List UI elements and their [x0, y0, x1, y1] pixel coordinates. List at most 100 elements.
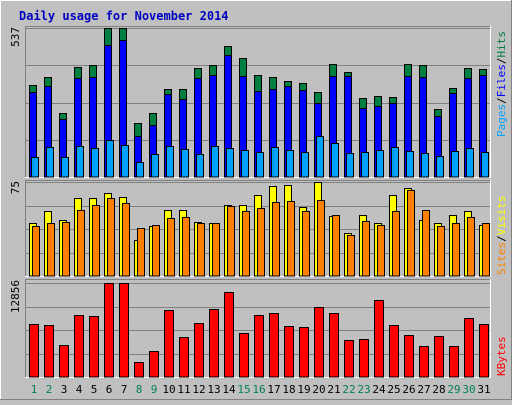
day-label-28: 28: [432, 383, 445, 396]
day-label-1: 1: [31, 383, 38, 396]
kbytes-bar-day-5: [89, 316, 99, 378]
kbytes-y-max-label: 12856: [9, 280, 22, 313]
sites-bar-day-9: [152, 225, 160, 277]
pages-bar-day-8: [136, 162, 144, 178]
pages-bar-day-30: [466, 148, 474, 178]
pages-bar-day-17: [271, 147, 279, 178]
day-label-22: 22: [342, 383, 355, 396]
sites-bar-day-22: [347, 235, 355, 277]
kbytes-bar-day-10: [164, 310, 174, 378]
sites-bar-day-20: [317, 200, 325, 277]
kbytes-bar-day-13: [209, 309, 219, 378]
pages-bar-day-18: [286, 150, 294, 178]
day-label-10: 10: [162, 383, 175, 396]
kbytes-panel: [25, 279, 491, 378]
sites-bar-day-21: [332, 215, 340, 277]
kbytes-bar-day-16: [254, 315, 264, 378]
legend-hits: Hits: [495, 31, 508, 58]
day-label-5: 5: [91, 383, 98, 396]
pages-bar-day-10: [166, 146, 174, 178]
kbytes-bar-day-21: [329, 313, 339, 378]
day-label-26: 26: [402, 383, 415, 396]
chart-legends: Pages/Files/Hits Sites/Visits KBytes: [495, 31, 508, 376]
pages-bar-day-3: [61, 157, 69, 178]
kbytes-bar-day-31: [479, 324, 489, 378]
legend-separator: /: [495, 235, 508, 242]
day-label-12: 12: [192, 383, 205, 396]
pages-bar-day-22: [346, 153, 354, 178]
sites-bar-day-24: [377, 225, 385, 277]
kbytes-bar-day-19: [299, 327, 309, 378]
kbytes-bar-day-27: [419, 346, 429, 378]
pages-bar-day-2: [46, 147, 54, 178]
day-label-23: 23: [357, 383, 370, 396]
pages-bar-day-9: [151, 154, 159, 178]
day-label-6: 6: [106, 383, 113, 396]
sites-bar-day-1: [32, 226, 40, 277]
kbytes-bar-day-2: [44, 325, 54, 378]
sites-bar-day-18: [287, 201, 295, 277]
day-label-7: 7: [121, 383, 128, 396]
sites-bar-day-17: [272, 202, 280, 277]
sites-bar-day-23: [362, 221, 370, 277]
pages-bar-day-27: [421, 153, 429, 178]
day-label-15: 15: [237, 383, 250, 396]
pages-bar-day-23: [361, 152, 369, 178]
day-label-18: 18: [282, 383, 295, 396]
kbytes-bar-day-24: [374, 300, 384, 378]
visits-legend: Sites/Visits: [495, 196, 508, 276]
sites-bar-day-10: [167, 218, 175, 277]
day-label-20: 20: [312, 383, 325, 396]
day-label-25: 25: [387, 383, 400, 396]
kbytes-bar-day-6: [104, 283, 114, 378]
legend-separator: /: [495, 97, 508, 104]
day-label-19: 19: [297, 383, 310, 396]
legend-sites: Sites: [495, 242, 508, 275]
pages-bar-day-6: [106, 140, 114, 178]
day-label-11: 11: [177, 383, 190, 396]
sites-bar-day-30: [467, 217, 475, 277]
sites-bar-day-26: [407, 190, 415, 277]
sites-bar-day-19: [302, 211, 310, 277]
kbytes-bar-day-26: [404, 335, 414, 378]
kbytes-bar-day-11: [179, 337, 189, 378]
legend-files: Files: [495, 64, 508, 97]
day-label-30: 30: [462, 383, 475, 396]
pages-bar-day-12: [196, 154, 204, 178]
sites-bar-day-3: [62, 222, 70, 277]
sites-bar-day-8: [137, 228, 145, 277]
kbytes-bar-day-7: [119, 283, 129, 378]
hits-panel: [25, 26, 491, 178]
kbytes-legend: KBytes: [495, 336, 508, 376]
pages-bar-day-19: [301, 152, 309, 178]
sites-bar-day-27: [422, 210, 430, 277]
day-label-14: 14: [222, 383, 236, 396]
kbytes-bar-day-30: [464, 318, 474, 378]
sites-bar-day-11: [182, 217, 190, 277]
kbytes-bar-day-14: [224, 292, 234, 378]
pages-bar-day-1: [31, 157, 39, 178]
sites-bar-day-28: [437, 226, 445, 277]
pages-bar-day-5: [91, 148, 99, 178]
kbytes-bar-day-1: [29, 324, 39, 378]
pages-bar-day-24: [376, 150, 384, 178]
pages-bar-day-4: [76, 146, 84, 178]
pages-bar-day-21: [331, 143, 339, 178]
sites-bar-day-7: [122, 203, 130, 277]
hits-legend: Pages/Files/Hits: [495, 31, 508, 137]
day-label-17: 17: [267, 383, 280, 396]
pages-bar-day-28: [436, 156, 444, 178]
day-label-27: 27: [417, 383, 430, 396]
pages-bar-day-29: [451, 151, 459, 178]
y-axis-max-labels: 537 75 12856: [9, 27, 22, 313]
kbytes-bar-day-20: [314, 307, 324, 378]
pages-bar-day-14: [226, 148, 234, 178]
day-label-21: 21: [327, 383, 340, 396]
pages-bar-day-15: [241, 150, 249, 178]
pages-bar-day-16: [256, 152, 264, 178]
kbytes-bar-day-29: [449, 346, 459, 378]
sites-bar-day-31: [482, 223, 490, 277]
sites-bar-day-16: [257, 208, 265, 277]
day-label-3: 3: [61, 383, 68, 396]
legend-separator: /: [495, 58, 508, 65]
